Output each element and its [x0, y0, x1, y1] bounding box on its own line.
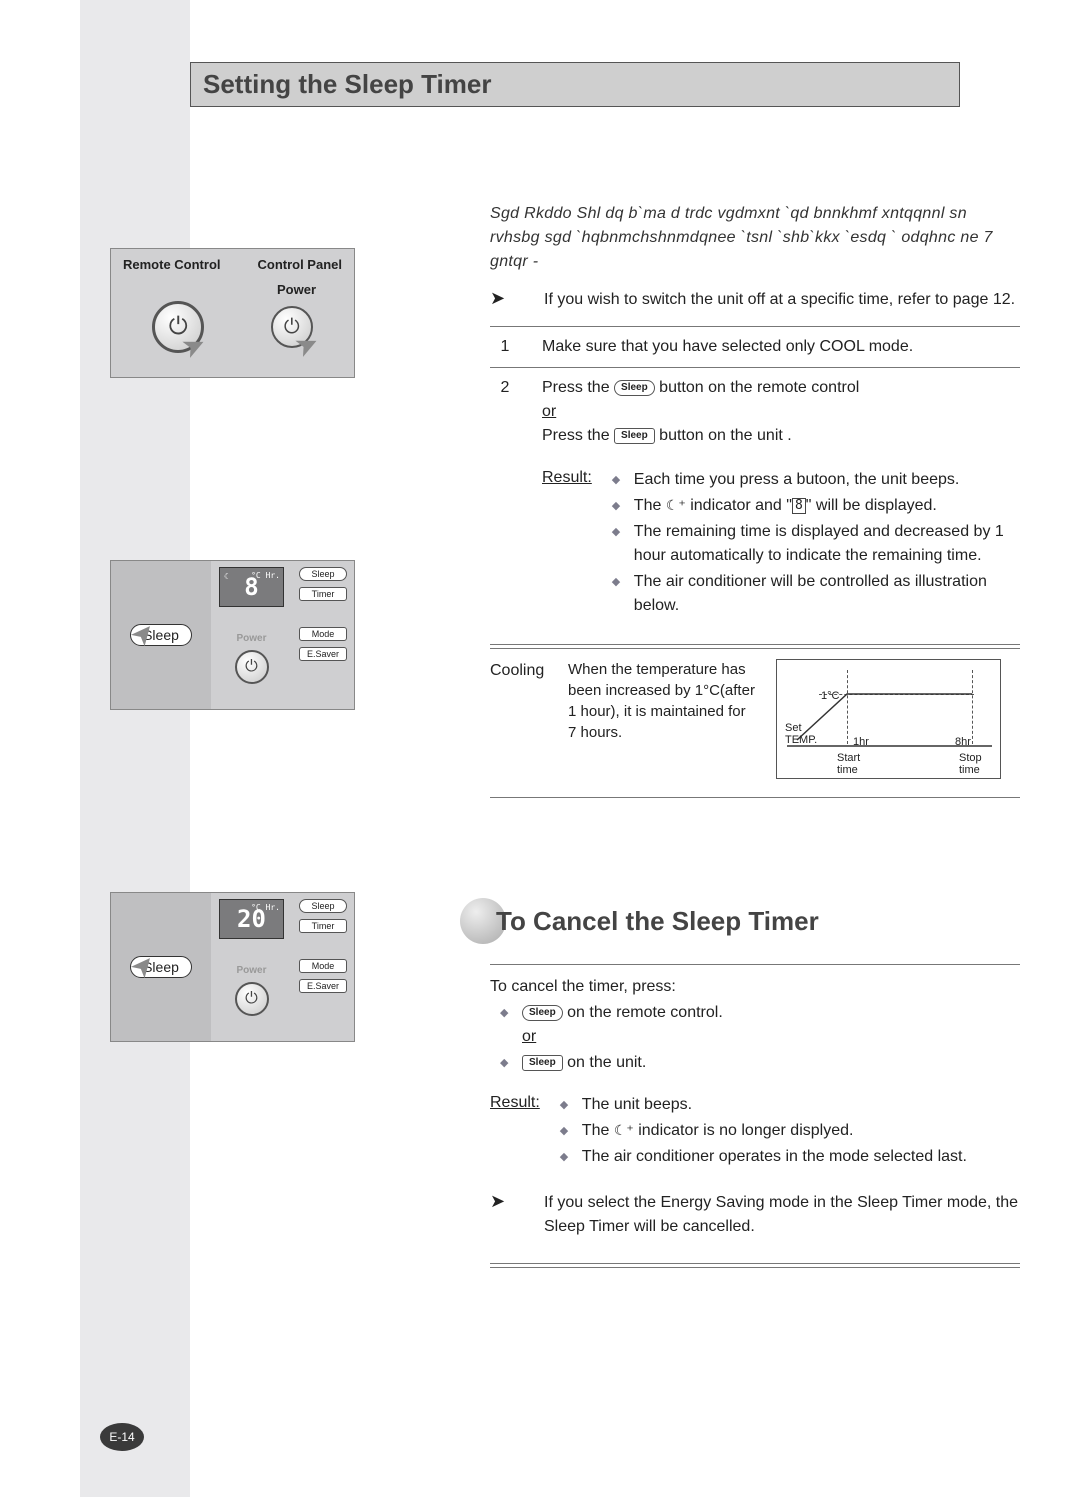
result-block: Result: Each time you press a butoon, th… [542, 466, 1020, 620]
divider [490, 1263, 1020, 1264]
content-area: Sgd Rkddo Shl dq b`ma d trdc vgdmxnt `qd… [190, 0, 1080, 1497]
heading2-wrap: To Cancel the Sleep Timer [460, 898, 1020, 944]
step-number: 1 [490, 335, 520, 359]
diagram-x2: 8hr [955, 734, 971, 751]
divider [490, 326, 1020, 327]
sleep-button-icon: Sleep [522, 1055, 563, 1071]
step2-body: Press the Sleep button on the remote con… [542, 376, 1020, 620]
cancel-line1: To cancel the timer, press: [490, 975, 1020, 999]
left-gray-margin [80, 0, 190, 1497]
step2-text-c: Press the [542, 427, 614, 444]
page: Setting the Sleep Timer Remote Control C… [0, 0, 1080, 1497]
cooling-label: Cooling [490, 659, 550, 779]
cancel-bullet: Sleep on the remote control. or [500, 1001, 1020, 1049]
intro-italic-text: Sgd Rkddo Shl dq b`ma d trdc vgdmxnt `qd… [490, 202, 1020, 274]
diagram-x1: 1hr [853, 734, 869, 751]
step2-text-d: button on the unit . [655, 427, 792, 444]
note2-text: If you select the Energy Saving mode in … [544, 1191, 1020, 1239]
result-bullet: The remaining time is displayed and decr… [612, 520, 1020, 568]
diagram-ylabel: 1°C [821, 688, 839, 705]
step2-text-a: Press the [542, 379, 614, 396]
pointer-icon: ➤ [490, 1191, 520, 1213]
result-bullet: The air conditioner will be controlled a… [612, 570, 1020, 618]
cancel-result-bullet: The unit beeps. [560, 1093, 967, 1117]
cursor-icon: ➤ [123, 946, 163, 985]
cooling-diagram: 1°C Set TEMP. 1hr 8hr Start time Stop ti… [776, 659, 1001, 779]
sleep-button-icon: Sleep [614, 428, 655, 444]
divider [490, 644, 1020, 645]
diagram-stoptime: time [959, 762, 980, 779]
sleep-button-icon: Sleep [614, 380, 655, 396]
or-label: or [542, 403, 556, 420]
divider [490, 797, 1020, 798]
sleep-indicator-icon: ☾⁺ [666, 495, 686, 516]
step1-text: Make sure that you have selected only CO… [542, 335, 1020, 359]
pointer-icon: ➤ [490, 288, 520, 310]
result-bullet: Each time you press a butoon, the unit b… [612, 468, 1020, 492]
cancel-bullet: Sleep on the unit. [500, 1051, 1020, 1075]
divider [490, 648, 1020, 649]
heading2: To Cancel the Sleep Timer [496, 902, 819, 941]
page-number: E-14 [100, 1423, 144, 1451]
or-label: or [522, 1028, 536, 1045]
cancel-result-bullet: The air conditioner operates in the mode… [560, 1145, 967, 1169]
divider [490, 964, 1020, 965]
sleep-button-icon: Sleep [522, 1005, 563, 1021]
divider [490, 367, 1020, 368]
digit-icon: 8 [792, 498, 806, 514]
cooling-text: When the temperature has been increased … [568, 659, 758, 779]
diagram-starttime: time [837, 762, 858, 779]
side-strip [0, 0, 80, 1497]
note-text: If you wish to switch the unit off at a … [544, 288, 1015, 312]
step-number: 2 [490, 376, 520, 400]
sleep-indicator-icon: ☾⁺ [614, 1120, 634, 1141]
divider [490, 1267, 1020, 1268]
cooling-section: Cooling When the temperature has been in… [490, 659, 1020, 779]
page-number-label: E-14 [109, 1430, 134, 1444]
result-label: Result: [490, 1091, 540, 1171]
step2-text-b: button on the remote control [655, 379, 860, 396]
result-label: Result: [542, 466, 592, 620]
result-bullet: The ☾⁺ indicator and "8" will be display… [612, 494, 1020, 518]
cursor-icon: ➤ [123, 614, 163, 653]
cancel-result-bullet: The ☾⁺ indicator is no longer displyed. [560, 1119, 967, 1143]
diagram-temp: TEMP. [785, 732, 817, 749]
